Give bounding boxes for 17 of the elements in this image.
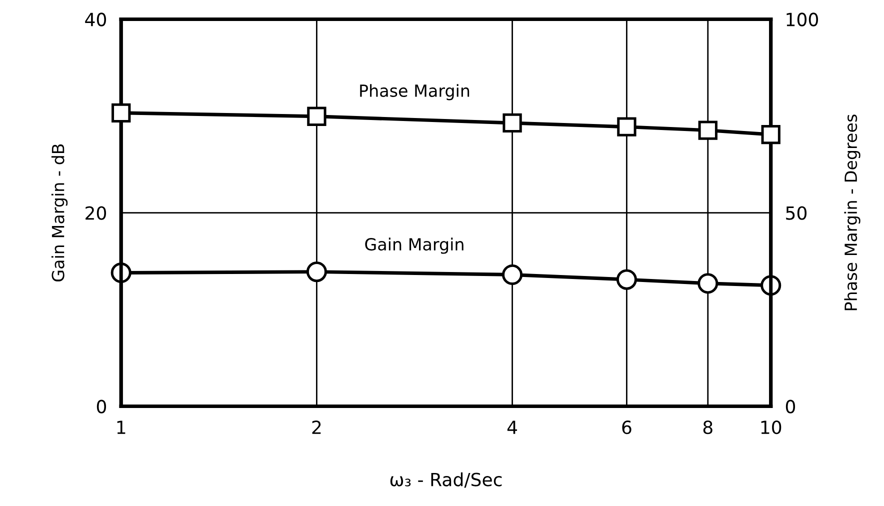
y2-tick-label: 0 [786,400,796,414]
x-tick-label: 1 [117,420,126,434]
y-tick-label: 40 [85,12,106,26]
series-label: Phase Margin [360,84,470,100]
y2-axis-title: Phase Margin - Degrees [844,114,860,310]
x-tick-label: 10 [761,420,782,434]
x-tick-label: 6 [622,420,632,434]
x-tick-label: 2 [312,420,321,434]
x-tick-label: 8 [703,420,712,434]
x-tick-label: 4 [507,420,518,434]
y-tick-label: 0 [96,400,106,414]
x-axis-title: ω₃ - Rad/Sec [390,472,502,488]
y-tick-label: 20 [86,206,106,220]
y-axis-title: Gain Margin - dB [51,144,68,282]
y2-tick-label: 100 [786,12,818,26]
y2-tick-label: 50 [786,206,807,220]
series-label: Gain Margin [365,238,464,254]
